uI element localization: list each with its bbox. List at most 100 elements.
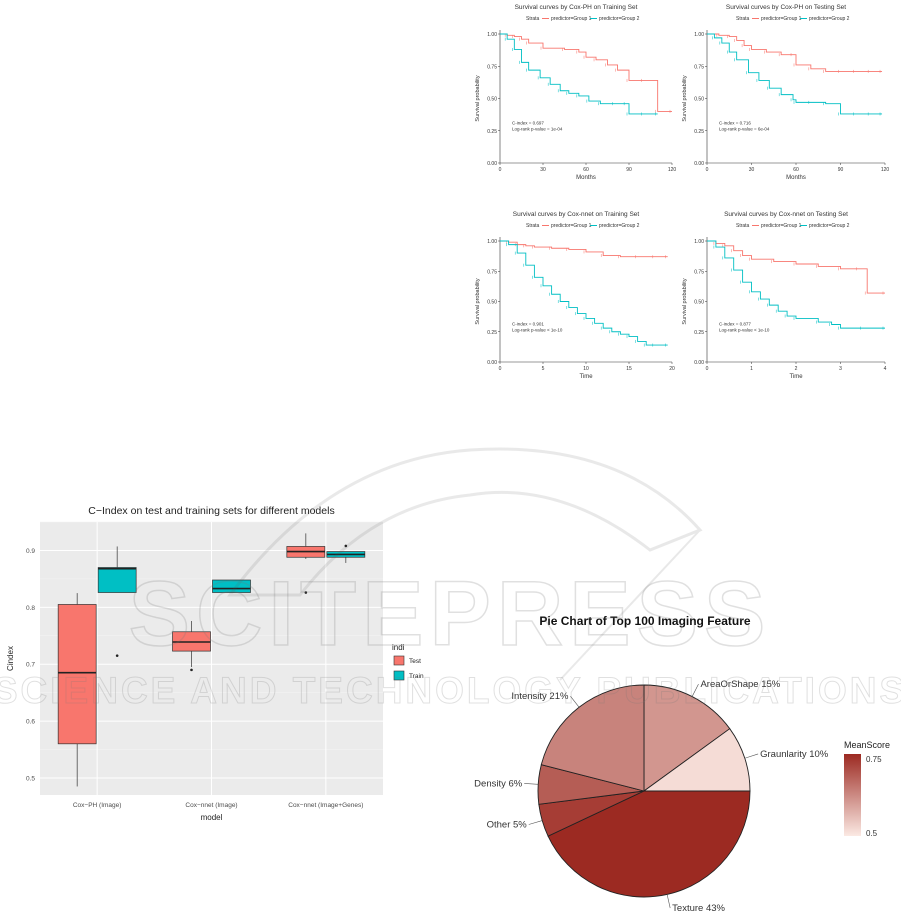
y-axis-label: Survival probability	[475, 278, 481, 324]
survival-plot-coxph-testing: Survival curves by Cox-PH on Testing Set…	[682, 4, 890, 181]
legend-label: predictor=Group 1	[761, 223, 802, 229]
label-leader	[528, 820, 543, 825]
box	[57, 604, 97, 745]
cindex-boxplot: C−Index on test and training sets for di…	[6, 505, 424, 822]
legend-label: predictor=Group 2	[809, 223, 850, 229]
legend-tick-label: 0.5	[866, 829, 878, 838]
y-tick-label: 0.00	[694, 161, 704, 167]
plot-title: Survival curves by Cox-PH on Training Se…	[515, 4, 638, 11]
slice-label: Intensity 21%	[511, 691, 569, 702]
legend-tick-label: 0.75	[866, 755, 882, 764]
x-tick-label: 3	[839, 366, 842, 372]
legend-label: predictor=Group 1	[551, 223, 592, 229]
survival-curve	[707, 33, 883, 72]
x-tick-label: 15	[626, 366, 632, 372]
x-tick-label: 90	[838, 167, 844, 173]
y-tick-label: 0.50	[487, 300, 497, 306]
y-tick-label: 0.50	[694, 300, 704, 306]
y-tick-label: 0.5	[26, 775, 35, 782]
annotation-text: C-index = 0.716	[719, 120, 751, 125]
x-tick-label: 1	[750, 366, 753, 372]
legend-title: Strata	[736, 16, 750, 22]
legend-label: Train	[409, 673, 424, 680]
x-axis-label: Time	[789, 374, 803, 380]
x-tick-label: 60	[583, 167, 589, 173]
x-tick-label: Cox−nnet (Image+Genes)	[288, 802, 363, 809]
legend-title: Strata	[736, 223, 750, 229]
y-axis-label: Survival probability	[682, 75, 688, 121]
legend-title: Strata	[526, 223, 540, 229]
annotation-text: Log-rank p-value < 1e-10	[719, 328, 770, 333]
y-tick-label: 0.9	[26, 548, 35, 555]
slice-label: AreaOrShape 15%	[700, 679, 780, 690]
x-tick-label: 0	[499, 167, 502, 173]
box	[97, 567, 137, 593]
y-tick-label: 0.8	[26, 605, 35, 612]
y-tick-label: 0.6	[26, 719, 35, 726]
x-tick-label: 10	[583, 366, 589, 372]
annotation-text: Log-rank p-value < 1e-10	[512, 328, 563, 333]
annotation-text: C-index = 0.901	[512, 322, 544, 327]
outlier-point	[304, 591, 308, 594]
pie-slice	[540, 684, 645, 792]
y-tick-label: 1.00	[694, 32, 704, 38]
x-axis-label: Time	[579, 374, 593, 380]
slice-label: Graunlarity 10%	[760, 749, 829, 760]
slice-label: Other 5%	[487, 819, 528, 830]
annotation-text: C-index = 0.877	[719, 322, 751, 327]
y-axis-label: Survival probability	[475, 75, 481, 121]
plot-title: Survival curves by Cox-nnet on Training …	[513, 211, 640, 218]
survival-curve	[707, 33, 883, 115]
y-tick-label: 0.25	[694, 330, 704, 336]
plot-title: C−Index on test and training sets for di…	[88, 505, 334, 517]
y-axis-label: Cindex	[6, 646, 15, 671]
label-leader	[524, 783, 539, 785]
legend-title: Strata	[526, 16, 540, 22]
box	[212, 579, 251, 593]
annotation-text: Log-rank p-value = 6e-04	[719, 126, 770, 131]
survival-plot-coxnnet-testing: Survival curves by Cox-nnet on Testing S…	[682, 211, 887, 380]
x-tick-label: 2	[795, 366, 798, 372]
color-bar	[844, 754, 861, 836]
x-tick-label: 4	[884, 366, 887, 372]
x-tick-label: 5	[542, 366, 545, 372]
annotation-text: C-index = 0.697	[512, 120, 544, 125]
y-tick-label: 1.00	[487, 32, 497, 38]
x-tick-label: Cox−PH (Image)	[73, 802, 122, 809]
y-tick-label: 0.75	[487, 269, 497, 275]
label-leader	[570, 695, 580, 708]
legend-label: predictor=Group 1	[551, 16, 592, 22]
y-tick-label: 0.00	[487, 360, 497, 366]
survival-plot-coxph-training: Survival curves by Cox-PH on Training Se…	[475, 4, 677, 181]
legend-label: predictor=Group 2	[599, 223, 640, 229]
survival-curve	[500, 33, 672, 112]
y-tick-label: 0.7	[26, 662, 35, 669]
y-tick-label: 0.50	[487, 97, 497, 103]
survival-curve	[500, 240, 668, 346]
x-tick-label: 90	[626, 167, 632, 173]
y-axis-label: Survival probability	[682, 278, 688, 324]
x-tick-label: 30	[540, 167, 546, 173]
x-tick-label: 0	[706, 366, 709, 372]
y-tick-label: 0.75	[694, 269, 704, 275]
x-tick-label: 20	[669, 366, 675, 372]
x-tick-label: 60	[793, 167, 799, 173]
legend-title: indi	[392, 643, 405, 652]
x-tick-label: 0	[706, 167, 709, 173]
y-tick-label: 0.00	[694, 360, 704, 366]
label-leader	[691, 683, 699, 697]
x-tick-label: 120	[881, 167, 890, 173]
y-tick-label: 0.25	[487, 330, 497, 336]
legend-label: predictor=Group 2	[599, 16, 640, 22]
legend-key	[393, 655, 405, 666]
x-axis-label: model	[201, 813, 223, 822]
survival-curve	[707, 240, 885, 294]
plot-title: Survival curves by Cox-PH on Testing Set	[726, 4, 846, 11]
label-leader	[666, 894, 671, 909]
survival-curve	[707, 240, 885, 329]
x-tick-label: 120	[668, 167, 677, 173]
survival-plot-coxnnet-training: Survival curves by Cox-nnet on Training …	[475, 211, 675, 380]
plot-title: Pie Chart of Top 100 Imaging Feature	[539, 614, 750, 628]
x-axis-label: Months	[786, 175, 806, 181]
label-leader	[744, 753, 759, 759]
